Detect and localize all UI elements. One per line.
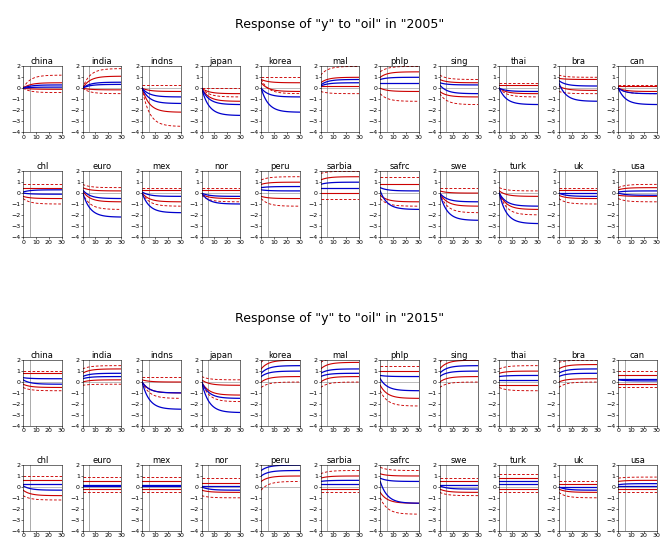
Title: korea: korea bbox=[269, 351, 292, 360]
Title: usa: usa bbox=[630, 162, 645, 171]
Title: can: can bbox=[630, 57, 645, 66]
Title: uk: uk bbox=[573, 456, 583, 465]
Title: nor: nor bbox=[214, 456, 228, 465]
Title: thai: thai bbox=[510, 351, 527, 360]
Title: japan: japan bbox=[209, 57, 232, 66]
Title: turk: turk bbox=[510, 162, 527, 171]
Text: Response of "y" to "oil" in "2005": Response of "y" to "oil" in "2005" bbox=[235, 18, 445, 31]
Title: phlp: phlp bbox=[390, 57, 409, 66]
Title: chl: chl bbox=[36, 456, 48, 465]
Title: sing: sing bbox=[450, 57, 468, 66]
Title: mal: mal bbox=[332, 57, 348, 66]
Title: bra: bra bbox=[571, 351, 585, 360]
Title: chl: chl bbox=[36, 162, 48, 171]
Title: turk: turk bbox=[510, 456, 527, 465]
Title: sarbia: sarbia bbox=[327, 162, 353, 171]
Title: sarbia: sarbia bbox=[327, 456, 353, 465]
Title: peru: peru bbox=[271, 456, 290, 465]
Text: Response of "y" to "oil" in "2015": Response of "y" to "oil" in "2015" bbox=[236, 312, 444, 325]
Title: japan: japan bbox=[209, 351, 232, 360]
Title: korea: korea bbox=[269, 57, 292, 66]
Title: china: china bbox=[31, 57, 53, 66]
Title: thai: thai bbox=[510, 57, 527, 66]
Title: mal: mal bbox=[332, 351, 348, 360]
Title: swe: swe bbox=[451, 456, 467, 465]
Title: uk: uk bbox=[573, 162, 583, 171]
Title: swe: swe bbox=[451, 162, 467, 171]
Title: usa: usa bbox=[630, 456, 645, 465]
Title: safrc: safrc bbox=[389, 162, 410, 171]
Title: can: can bbox=[630, 351, 645, 360]
Title: mex: mex bbox=[152, 162, 170, 171]
Title: nor: nor bbox=[214, 162, 228, 171]
Title: india: india bbox=[92, 57, 112, 66]
Title: euro: euro bbox=[92, 162, 112, 171]
Title: sing: sing bbox=[450, 351, 468, 360]
Title: india: india bbox=[92, 351, 112, 360]
Title: peru: peru bbox=[271, 162, 290, 171]
Title: phlp: phlp bbox=[390, 351, 409, 360]
Title: indns: indns bbox=[150, 57, 173, 66]
Title: china: china bbox=[31, 351, 53, 360]
Title: mex: mex bbox=[152, 456, 170, 465]
Title: bra: bra bbox=[571, 57, 585, 66]
Title: safrc: safrc bbox=[389, 456, 410, 465]
Title: indns: indns bbox=[150, 351, 173, 360]
Title: euro: euro bbox=[92, 456, 112, 465]
